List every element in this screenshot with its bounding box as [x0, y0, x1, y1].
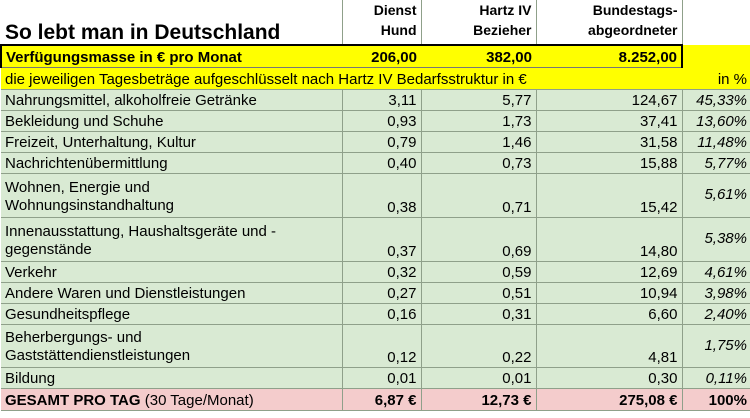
value-hartz: 1,46 [420, 130, 536, 152]
value-pct: 45,33% [681, 88, 750, 110]
table-row: Nahrungsmittel, alkoholfreie Getränke 3,… [1, 88, 750, 110]
value-mp: 12,69 [535, 260, 682, 282]
value-hartz: 0,73 [420, 151, 536, 173]
row-label: Nahrungsmittel, alkoholfreie Getränke [1, 88, 342, 110]
value-dog: 0,16 [341, 302, 421, 324]
total-label: GESAMT PRO TAG (30 Tage/Monat) [1, 387, 342, 411]
row-label: Andere Waren und Dienstleistungen [1, 281, 342, 303]
value-mp: 15,88 [535, 151, 682, 173]
total-pct: 100% [681, 387, 750, 411]
total-dog: 6,87 € [341, 387, 421, 411]
value-pct: 5,77% [681, 151, 750, 173]
column-header-dog: Dienst Hund [341, 0, 421, 45]
row-label: Bildung [1, 366, 342, 388]
total-row: GESAMT PRO TAG (30 Tage/Monat) 6,87 € 12… [1, 387, 750, 411]
table-row: Innenausstattung, Haushaltsgeräte und - … [1, 216, 750, 261]
total-mp: 275,08 € [535, 387, 682, 411]
pct-header: in % [682, 67, 750, 90]
column-header-hartz: Hartz IV Bezieher [420, 0, 536, 45]
value-dog: 0,93 [341, 109, 421, 131]
value-dog: 0,38 [341, 172, 421, 217]
row-label: Bekleidung und Schuhe [1, 109, 342, 131]
row-label: Beherbergungs- und Gaststättendienstleis… [1, 323, 342, 367]
table-row: Nachrichtenübermittlung 0,40 0,73 15,88 … [1, 151, 750, 173]
table-row: Beherbergungs- und Gaststättendienstleis… [1, 323, 750, 367]
value-pct: 4,61% [681, 260, 750, 282]
value-mp: 0,30 [535, 366, 682, 388]
value-mp: 31,58 [535, 130, 682, 152]
value-dog: 0,32 [341, 260, 421, 282]
verfuegung-dog: 206,00 [342, 44, 421, 68]
value-mp: 37,41 [535, 109, 682, 131]
value-hartz: 0,69 [420, 216, 536, 261]
value-hartz: 5,77 [420, 88, 536, 110]
verfuegung-hartz: 382,00 [421, 44, 536, 68]
verfuegung-label: Verfügungsmasse in € pro Monat [0, 44, 342, 68]
table-row: Bekleidung und Schuhe 0,93 1,73 37,41 13… [1, 109, 750, 131]
value-pct: 1,75% [681, 323, 750, 367]
row-label: Freizeit, Unterhaltung, Kultur [1, 130, 342, 152]
value-mp: 4,81 [535, 323, 682, 367]
value-dog: 0,40 [341, 151, 421, 173]
value-dog: 0,37 [341, 216, 421, 261]
value-hartz: 0,71 [420, 172, 536, 217]
subtitle: die jeweiligen Tagesbeträge aufgeschlüss… [1, 67, 682, 90]
row-label: Verkehr [1, 260, 342, 282]
value-mp: 10,94 [535, 281, 682, 303]
value-dog: 0,01 [341, 366, 421, 388]
page-title: So lebt man in Deutschland [5, 21, 281, 44]
table-row: Freizeit, Unterhaltung, Kultur 0,79 1,46… [1, 130, 750, 152]
table-row: Bildung 0,01 0,01 0,30 0,11% [1, 366, 750, 388]
row-label: Wohnen, Energie und Wohnungsinstandhaltu… [1, 172, 342, 217]
value-dog: 0,12 [341, 323, 421, 367]
value-dog: 3,11 [341, 88, 421, 110]
row-label: Innenausstattung, Haushaltsgeräte und - … [1, 216, 342, 261]
value-hartz: 0,31 [420, 302, 536, 324]
table-row: Andere Waren und Dienstleistungen 0,27 0… [1, 281, 750, 303]
value-pct: 13,60% [681, 109, 750, 131]
value-hartz: 0,51 [420, 281, 536, 303]
value-pct: 5,38% [681, 216, 750, 261]
verfuegung-mp: 8.252,00 [536, 44, 683, 68]
value-dog: 0,27 [341, 281, 421, 303]
header-row: So lebt man in Deutschland Dienst Hund H… [1, 0, 750, 45]
value-hartz: 0,01 [420, 366, 536, 388]
value-mp: 14,80 [535, 216, 682, 261]
table-row: Wohnen, Energie und Wohnungsinstandhaltu… [1, 172, 750, 217]
value-pct: 2,40% [681, 302, 750, 324]
column-header-mp: Bundestags- abgeordneter [535, 0, 682, 45]
verfuegung-row: Verfügungsmasse in € pro Monat 206,00 38… [0, 44, 750, 68]
column-header-blank [681, 0, 750, 45]
value-mp: 15,42 [535, 172, 682, 217]
value-pct: 5,61% [681, 172, 750, 217]
value-dog: 0,79 [341, 130, 421, 152]
subtitle-row: die jeweiligen Tagesbeträge aufgeschlüss… [1, 67, 750, 90]
value-pct: 11,48% [681, 130, 750, 152]
table-row: Verkehr 0,32 0,59 12,69 4,61% [1, 260, 750, 282]
table-row: Gesundheitspflege 0,16 0,31 6,60 2,40% [1, 302, 750, 324]
total-hartz: 12,73 € [420, 387, 536, 411]
value-hartz: 0,59 [420, 260, 536, 282]
row-label: Gesundheitspflege [1, 302, 342, 324]
value-pct: 0,11% [681, 366, 750, 388]
row-label: Nachrichtenübermittlung [1, 151, 342, 173]
value-pct: 3,98% [681, 281, 750, 303]
value-mp: 6,60 [535, 302, 682, 324]
value-hartz: 0,22 [420, 323, 536, 367]
value-mp: 124,67 [535, 88, 682, 110]
value-hartz: 1,73 [420, 109, 536, 131]
